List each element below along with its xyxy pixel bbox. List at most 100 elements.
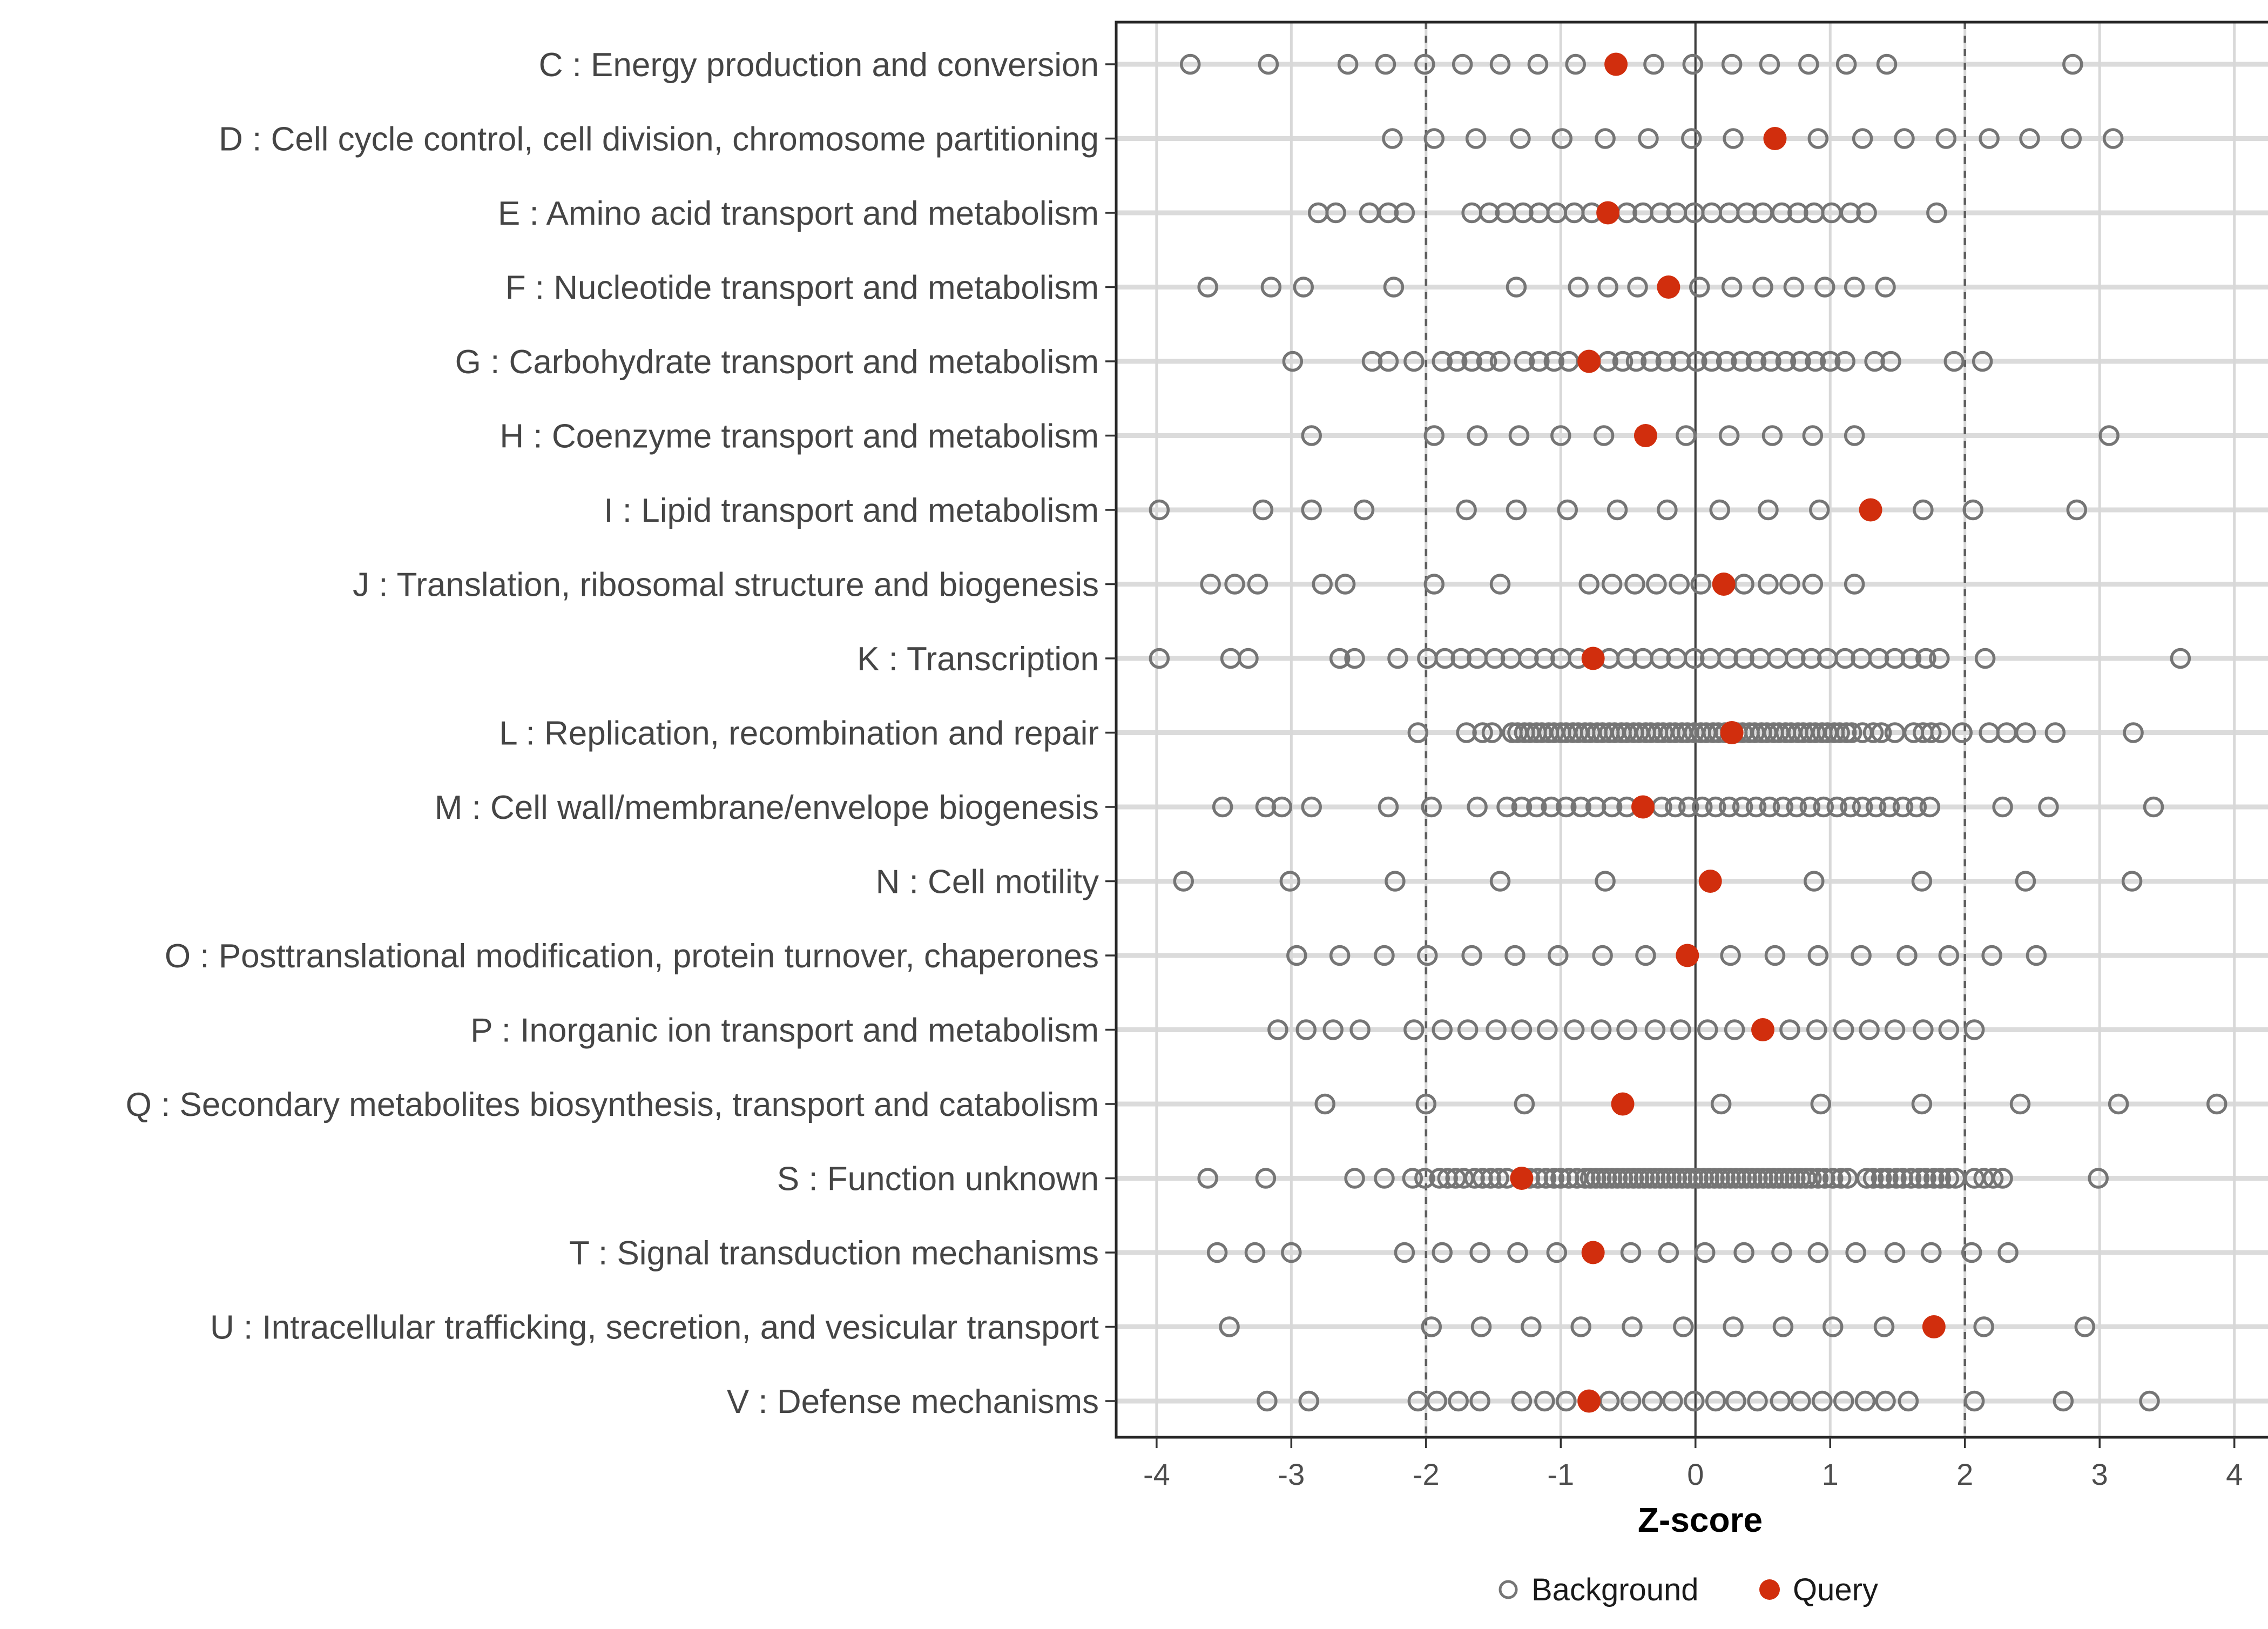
background-point (1720, 945, 1741, 966)
background-point (1701, 351, 1722, 372)
background-point (1682, 1168, 1704, 1189)
background-point (1807, 128, 1829, 149)
background-point (1721, 53, 1743, 75)
background-point (1723, 128, 1744, 149)
background-point (2015, 722, 2036, 743)
background-point (1952, 722, 1973, 743)
query-point (1634, 424, 1657, 447)
background-point (1601, 574, 1623, 595)
background-point (1709, 499, 1730, 521)
background-point (1963, 1019, 1985, 1040)
background-point (1382, 128, 1403, 149)
query-point (1657, 275, 1680, 299)
background-point (1938, 1019, 1960, 1040)
background-point (1732, 796, 1753, 818)
background-point (1450, 648, 1472, 669)
background-point (1557, 499, 1578, 521)
background-point (1802, 425, 1824, 446)
background-point (1785, 648, 1806, 669)
background-point (1301, 425, 1322, 446)
background-point (1684, 1390, 1705, 1412)
background-point (1783, 277, 1805, 298)
background-point (1787, 202, 1808, 224)
background-point (1484, 648, 1506, 669)
background-point (1655, 351, 1677, 372)
background-point (1669, 574, 1690, 595)
background-point (1585, 796, 1606, 818)
background-point (1506, 499, 1527, 521)
background-point (1814, 277, 1835, 298)
background-point (1736, 202, 1757, 224)
query-point (1859, 498, 1882, 522)
background-point (1862, 722, 1884, 743)
background-point (1568, 277, 1589, 298)
query-point (1596, 201, 1620, 225)
background-point (1200, 574, 1221, 595)
background-point (1938, 1168, 1960, 1189)
background-point (1421, 796, 1442, 818)
background-point (1718, 796, 1740, 818)
background-point (1758, 499, 1779, 521)
background-point (1875, 1390, 1896, 1412)
background-point (1747, 1390, 1768, 1412)
x-axis-title: Z-score (1638, 1500, 1763, 1539)
background-point (2062, 53, 2083, 75)
background-point (1452, 53, 1473, 75)
background-point (1982, 1168, 2004, 1189)
background-point (1461, 945, 1482, 966)
background-point (1479, 202, 1500, 224)
y-axis-label: D : Cell cycle control, cell division, c… (219, 121, 1099, 158)
background-point (1898, 1390, 1919, 1412)
x-tick-label: -4 (1143, 1457, 1170, 1491)
background-point (1337, 53, 1359, 75)
background-point (1819, 351, 1841, 372)
background-point (1349, 1019, 1371, 1040)
background-point (1635, 945, 1656, 966)
background-point (1565, 53, 1586, 75)
background-point (1546, 1242, 1568, 1263)
background-point (1279, 871, 1301, 892)
background-point (1705, 1390, 1726, 1412)
background-point (1606, 499, 1628, 521)
background-point (1149, 648, 1170, 669)
background-point (1489, 871, 1511, 892)
x-tick-label: -3 (1278, 1457, 1305, 1491)
background-point (1805, 351, 1826, 372)
background-point (1758, 1168, 1779, 1189)
background-point (1731, 1168, 1752, 1189)
background-point (1801, 648, 1822, 669)
background-point (2206, 1093, 2228, 1115)
background-point (2088, 1168, 2109, 1189)
background-point (2044, 722, 2066, 743)
background-point (1779, 574, 1800, 595)
background-point (1481, 722, 1503, 743)
background-point (1252, 499, 1274, 521)
background-point (1293, 277, 1314, 298)
background-point (1620, 1390, 1642, 1412)
background-point (1662, 1390, 1683, 1412)
background-point (1992, 1168, 2013, 1189)
background-point (1759, 796, 1780, 818)
background-point (1884, 1242, 1906, 1263)
y-axis-label: N : Cell motility (876, 864, 1099, 901)
query-point (1577, 1389, 1601, 1413)
background-point (1472, 1168, 1493, 1189)
background-point (1464, 1168, 1485, 1189)
background-point (2053, 1390, 2074, 1412)
background-point (1666, 1168, 1688, 1189)
background-point (1772, 1316, 1794, 1337)
background-point (1570, 796, 1591, 818)
background-point (1926, 202, 1947, 224)
background-point (1921, 722, 1942, 743)
background-point (1856, 1168, 1877, 1189)
background-point (1779, 1168, 1800, 1189)
query-points (1510, 52, 1946, 1413)
background-point (1752, 277, 1773, 298)
background-point (1312, 574, 1333, 595)
background-point (1624, 574, 1645, 595)
background-point (1655, 1168, 1677, 1189)
background-point (1489, 574, 1511, 595)
legend: Background Query (1498, 1572, 1878, 1607)
y-axis-label: L : Replication, recombination and repai… (499, 715, 1099, 752)
background-point (1415, 1093, 1437, 1115)
